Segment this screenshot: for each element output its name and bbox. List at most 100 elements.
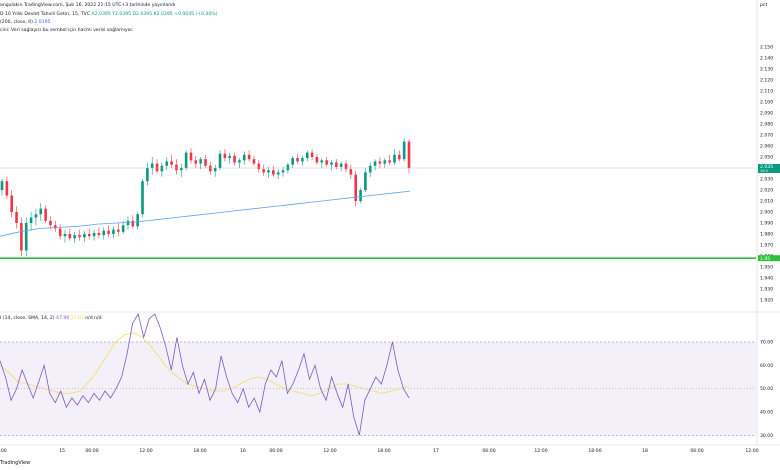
price-tick-label: 2.120 — [760, 78, 773, 84]
candle — [24, 217, 28, 256]
candle-body — [155, 163, 159, 172]
candle-body — [305, 152, 309, 159]
candle-body — [402, 141, 406, 160]
candle — [116, 223, 120, 237]
candle — [402, 138, 406, 162]
price-tick-label: 2.090 — [760, 111, 773, 117]
rsi-tick-label: 60.00 — [760, 363, 773, 369]
time-tick-label: 12:00 — [323, 448, 336, 454]
candle-body — [15, 212, 18, 223]
moving-average-line — [0, 190, 411, 237]
candle-body — [378, 161, 382, 164]
candle — [310, 149, 314, 161]
time-tick-label: 12:00 — [534, 448, 547, 454]
candle — [92, 229, 96, 241]
rsi-tick-label: 70.00 — [760, 340, 773, 346]
candle — [398, 150, 401, 162]
header-ma: (200, close, 0) 2.0195 — [0, 20, 51, 25]
rsi-tick-label: 50.00 — [760, 386, 773, 392]
price-tick-label: 1.980 — [760, 232, 773, 238]
rsi-line — [0, 312, 410, 436]
time-tick-label: 18:00 — [588, 448, 601, 454]
candle-body — [63, 234, 67, 237]
candle-body — [272, 170, 275, 175]
candle-body — [150, 163, 154, 168]
candle-body — [218, 153, 222, 168]
candle-body — [209, 165, 212, 172]
tradingview-brand[interactable]: TradingView — [0, 460, 31, 466]
candle-body — [315, 157, 319, 163]
rsi-legend-value: n/d — [94, 315, 101, 321]
candle — [213, 164, 217, 177]
candle — [204, 154, 207, 168]
candle-body — [136, 214, 139, 227]
candle-body — [349, 169, 353, 175]
candle-body — [53, 225, 57, 229]
candle — [301, 155, 304, 166]
candle — [218, 150, 222, 171]
candle-body — [175, 164, 178, 171]
candle-body — [344, 163, 348, 170]
candle-body — [24, 223, 28, 251]
ohlc-values: A2.0395 Y2.0395 D2.0395 K2.0395 +0.0045 … — [91, 12, 218, 17]
candle — [228, 152, 232, 164]
candle-body — [68, 234, 72, 239]
candle — [325, 157, 328, 167]
candle-body — [359, 190, 362, 201]
candle — [78, 229, 81, 241]
candle-body — [354, 174, 358, 201]
candle — [247, 150, 251, 162]
price-tick-label: 1.950 — [760, 265, 773, 271]
candle — [141, 179, 144, 218]
price-tick-label: 2.080 — [760, 122, 773, 128]
candle — [393, 149, 396, 165]
candle-body — [87, 234, 91, 237]
candle-body — [97, 232, 101, 236]
candle-body — [233, 155, 236, 163]
price-tick-label: 2.010 — [760, 199, 773, 205]
candle-body — [364, 172, 367, 190]
candle-body — [5, 181, 9, 196]
candle-body — [335, 162, 338, 167]
candle — [388, 154, 391, 165]
price-tick-label: 2.050 — [760, 155, 773, 161]
candle-body — [34, 214, 38, 218]
candle-body — [407, 141, 411, 168]
candle-body — [107, 230, 110, 234]
candle-body — [44, 208, 47, 221]
candle-body — [310, 152, 314, 157]
candle — [29, 212, 33, 231]
candle — [83, 230, 86, 242]
candle-body — [73, 235, 76, 239]
candle — [330, 160, 333, 171]
candle — [272, 165, 275, 177]
candle — [344, 160, 348, 173]
candle-body — [398, 154, 401, 160]
ma-value: 2.0195 — [34, 20, 51, 25]
candle-body — [165, 161, 169, 166]
time-tick-label: 18:00 — [377, 448, 390, 454]
time-tick-label: 16 — [240, 448, 246, 454]
candle — [252, 155, 256, 166]
candle — [242, 151, 246, 165]
rsi-legend-value: 57.89 — [71, 315, 86, 321]
candle — [87, 228, 91, 240]
candle-body — [339, 163, 343, 167]
candle-body — [146, 168, 149, 182]
candle — [305, 150, 309, 162]
candle — [407, 139, 411, 174]
candle-body — [112, 229, 115, 234]
price-axis-unit: pct — [760, 2, 767, 8]
time-tick-label: 06:00 — [85, 448, 98, 454]
candle-body — [276, 172, 280, 175]
candle — [194, 155, 198, 168]
candle-body — [39, 208, 43, 215]
candle — [199, 157, 202, 170]
candle-body — [179, 168, 183, 171]
candle-body — [184, 152, 188, 168]
time-tick-label: 06:00 — [690, 448, 703, 454]
time-tick-label: 12:00 — [745, 448, 758, 454]
candle — [49, 216, 52, 230]
candle-body — [160, 165, 164, 172]
